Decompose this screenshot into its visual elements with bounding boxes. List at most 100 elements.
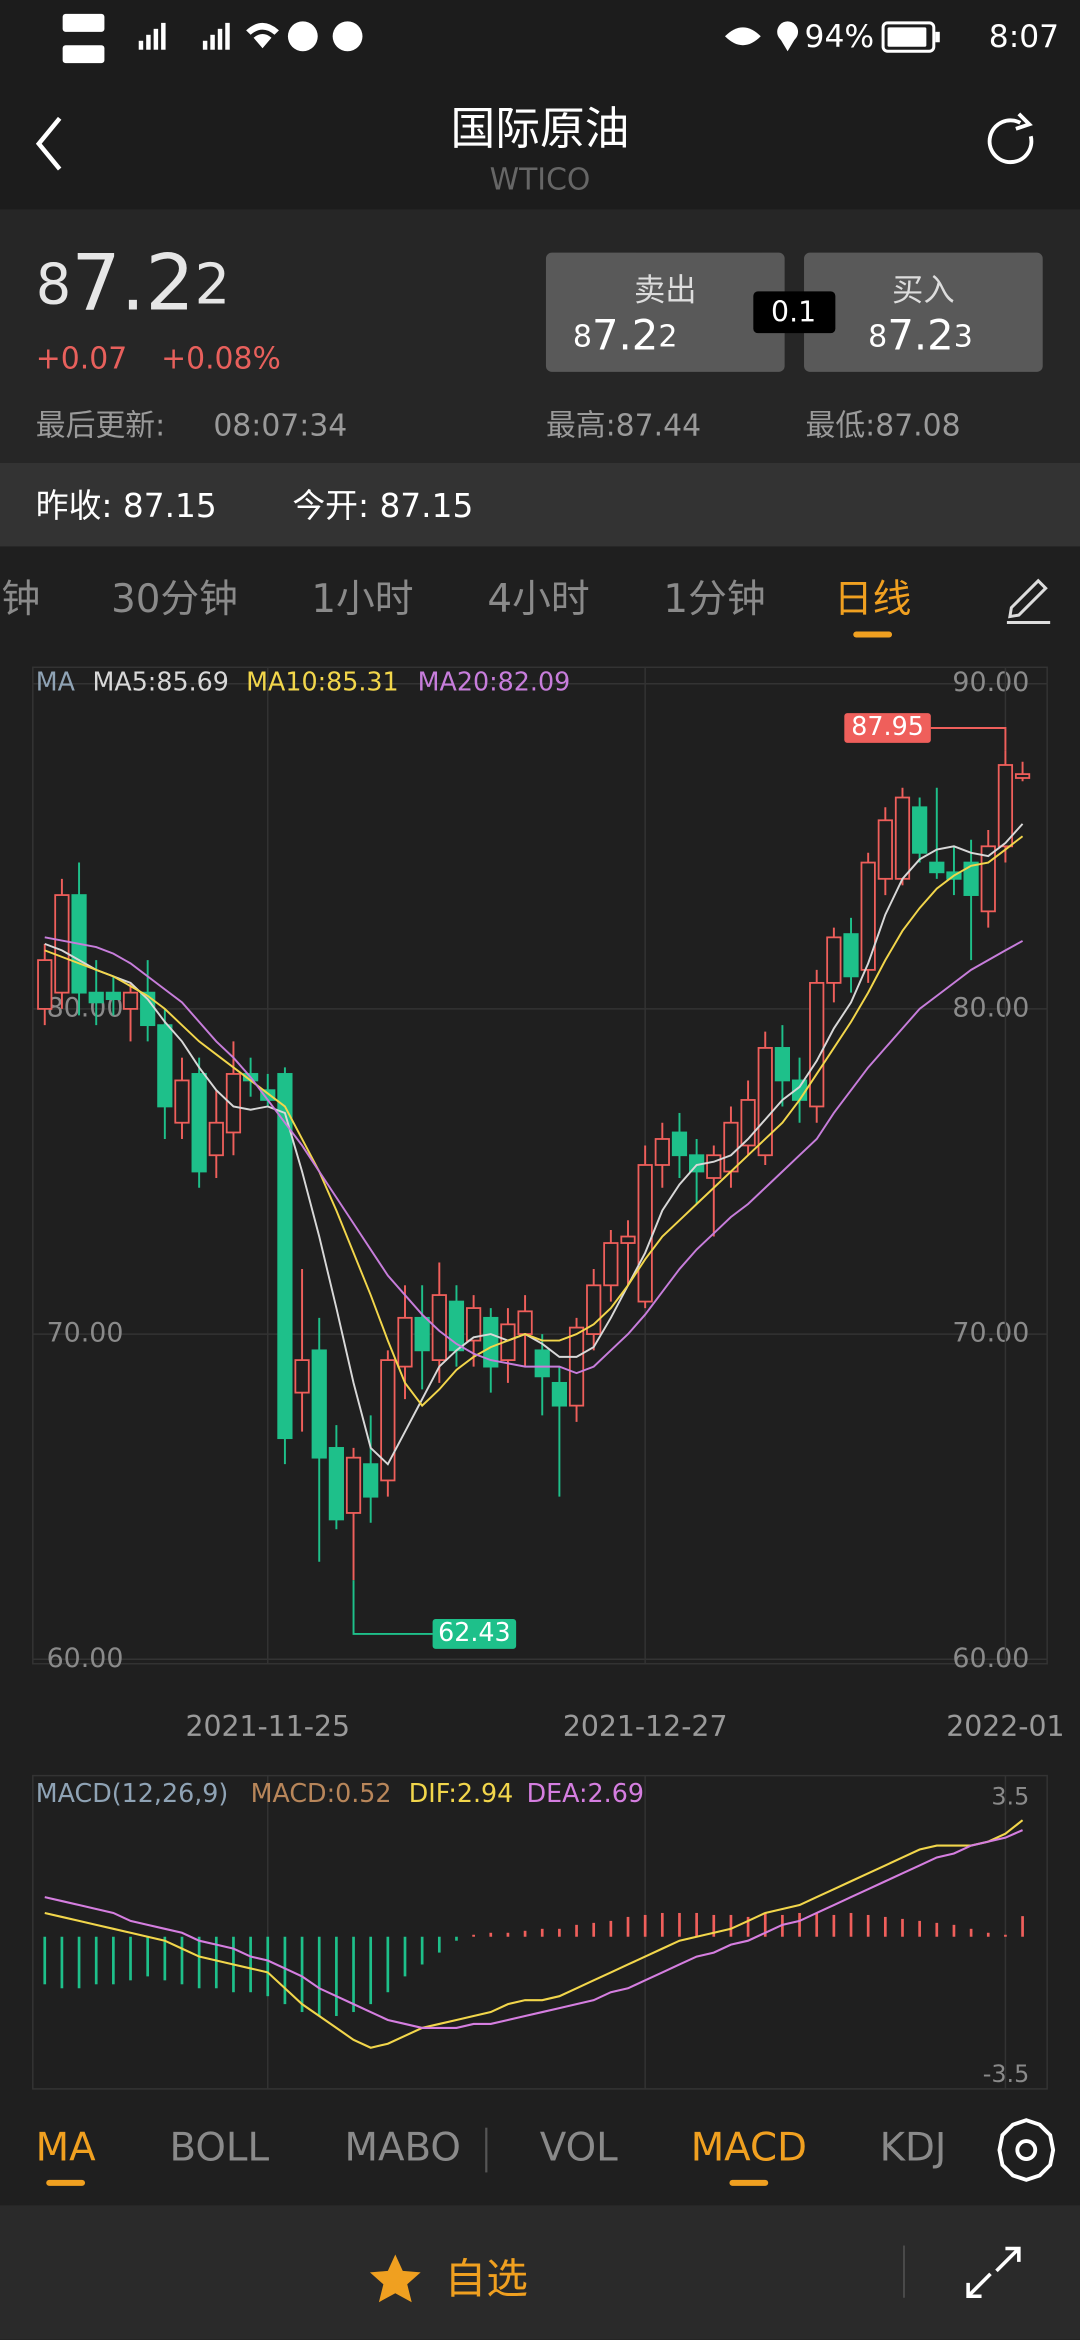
- candle-body: [54, 894, 70, 994]
- indicator-tab[interactable]: VOL: [540, 2126, 618, 2171]
- min-pointer: [352, 1580, 433, 1635]
- sell-button[interactable]: [545, 252, 785, 372]
- indicator-tab[interactable]: MA: [36, 2126, 96, 2171]
- page-subtitle: WTICO: [490, 162, 591, 197]
- macd-bar: [129, 1936, 132, 1981]
- period-tab[interactable]: 1小时: [311, 577, 413, 622]
- macd-bar: [437, 1936, 441, 1953]
- spread-box: [753, 291, 836, 334]
- macd-bar: [214, 1936, 218, 1989]
- macd-bar: [609, 1920, 613, 1937]
- macd-bar: [283, 1936, 287, 2005]
- macd-bar: [540, 1928, 544, 1937]
- candle-body: [191, 1073, 207, 1173]
- buy-button[interactable]: [804, 252, 1043, 372]
- macd-bar: [112, 1936, 115, 1985]
- candle-body: [174, 1079, 190, 1124]
- macd-bar: [180, 1936, 184, 1985]
- page-title: 国际原油: [451, 102, 630, 155]
- macd-bar: [489, 1932, 493, 1937]
- legend-entry: DIF:2.94: [409, 1778, 514, 1808]
- last-update-label: 最后更新:: [36, 409, 165, 444]
- fullscreen-button[interactable]: [966, 2246, 1021, 2299]
- candle-body: [225, 1073, 242, 1134]
- macd-title: MACD(12,26,9): [36, 1778, 228, 1808]
- refresh-button[interactable]: [987, 112, 1034, 165]
- macd-bar: [935, 1922, 939, 1937]
- candle-body: [757, 1047, 773, 1157]
- legend-entry: MA10:85.31: [246, 667, 399, 697]
- macd-bar: [43, 1936, 47, 1985]
- indicator-tab[interactable]: KDJ: [880, 2126, 947, 2171]
- candle-body: [551, 1381, 567, 1407]
- last-update-time: 08:07:34: [213, 409, 347, 444]
- indicator-tab[interactable]: MACD: [691, 2126, 807, 2171]
- period-tab[interactable]: 1分钟: [663, 577, 765, 622]
- back-button[interactable]: [35, 116, 62, 171]
- candle-body: [363, 1463, 379, 1498]
- macd-bar: [455, 1936, 458, 1941]
- macd-bar: [146, 1936, 150, 1977]
- watchlist-button[interactable]: 自选: [445, 2254, 528, 2303]
- summary-background: [0, 462, 1080, 547]
- tab-underline: [853, 631, 893, 638]
- legend-entry: MA5:85.69: [92, 667, 228, 697]
- previous-close: 昨收: 87.15: [36, 487, 217, 525]
- buy-price: 87.23: [868, 310, 973, 359]
- macd-bar: [558, 1928, 561, 1937]
- edit-button[interactable]: [1006, 578, 1051, 625]
- y-tick-label: 60.00: [952, 1643, 1029, 1674]
- y-tick-label-left: 60.00: [47, 1643, 124, 1674]
- macd-bar: [763, 1912, 767, 1937]
- price-part: 8: [573, 319, 592, 354]
- macd-bar: [695, 1912, 698, 1937]
- candle-body: [637, 1164, 653, 1303]
- price-part: 2: [195, 253, 231, 318]
- macd-bar: [77, 1936, 81, 1989]
- macd-bar: [420, 1936, 424, 1965]
- macd-bar: [952, 1924, 956, 1937]
- macd-bar: [60, 1936, 64, 1989]
- macd-bar: [746, 1916, 750, 1937]
- price-part: 8: [36, 253, 72, 318]
- candle-body: [88, 991, 104, 1004]
- price-part: 3: [954, 319, 973, 354]
- macd-bar: [403, 1936, 407, 1977]
- period-tab[interactable]: 4小时: [487, 577, 589, 622]
- indicator-underline: [46, 2179, 86, 2186]
- period-tab[interactable]: 30分钟: [111, 577, 238, 622]
- settings-button[interactable]: [997, 2118, 1056, 2182]
- candle-body: [997, 764, 1014, 848]
- macd-bar: [712, 1914, 716, 1937]
- price-part: 8: [868, 319, 887, 354]
- max-label: 87.95: [851, 711, 924, 741]
- macd-bar: [523, 1930, 527, 1937]
- candle-body: [671, 1131, 688, 1157]
- buy-label: 买入: [892, 272, 955, 308]
- period-tab[interactable]: 钟: [1, 577, 40, 622]
- bottom-bar: [0, 2205, 1080, 2340]
- min-badge: [432, 1619, 517, 1649]
- candle-body: [603, 1242, 619, 1287]
- indicator-tab[interactable]: BOLL: [169, 2126, 269, 2171]
- candle-body: [294, 1359, 310, 1394]
- macd-bar: [575, 1924, 578, 1937]
- candle-body: [912, 806, 928, 854]
- candle-body: [311, 1349, 327, 1459]
- watchlist-star[interactable]: [369, 2254, 421, 2303]
- indicator-tab[interactable]: MABO: [345, 2126, 461, 2171]
- candle-body: [963, 861, 979, 896]
- candle-body: [414, 1316, 430, 1352]
- y-tick-label-left: 70.00: [47, 1318, 124, 1349]
- price-part: 7.2: [592, 310, 658, 359]
- macd-bar: [352, 1936, 355, 2013]
- sell-price: 87.22: [573, 310, 678, 359]
- macd-bar: [386, 1936, 390, 1993]
- macd-bar: [506, 1932, 510, 1937]
- candle-body: [105, 991, 121, 1001]
- price-change-percent: +0.08%: [161, 342, 281, 377]
- legend-entry: MACD:0.52: [251, 1778, 392, 1808]
- period-tab[interactable]: 日线: [834, 577, 912, 622]
- x-tick-label: 2021-12-27: [563, 1710, 728, 1743]
